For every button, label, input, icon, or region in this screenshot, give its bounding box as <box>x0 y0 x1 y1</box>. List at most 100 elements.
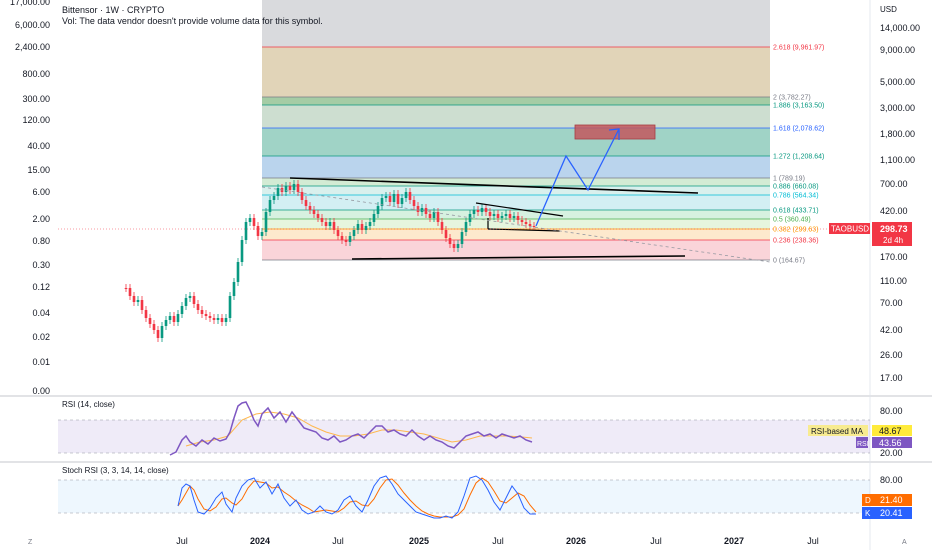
candle-body <box>496 214 500 218</box>
right-axis-label: 42.00 <box>880 325 903 335</box>
price-candles <box>124 180 536 342</box>
candle-body <box>232 282 236 296</box>
candle-body <box>448 238 452 244</box>
candle-body <box>164 320 168 326</box>
candle-body <box>516 216 520 220</box>
candle-body <box>324 222 328 226</box>
right-axis-label: 70.00 <box>880 298 903 308</box>
price-tag-symbol: TAOBUSD <box>831 225 869 234</box>
timezone-icon[interactable]: Z <box>28 539 33 546</box>
fib-zone <box>262 128 770 156</box>
candle-body <box>148 318 152 324</box>
fib-zone <box>262 47 770 97</box>
candle-body <box>456 244 460 248</box>
candle-body <box>384 196 388 198</box>
stoch-d-badge: D 21.40 <box>862 494 912 506</box>
left-axis-label: 0.80 <box>32 236 50 246</box>
candle-body <box>300 192 304 200</box>
candle-body <box>208 316 212 318</box>
candle-body <box>412 200 416 206</box>
candle-body <box>484 208 488 212</box>
candle-body <box>304 200 308 206</box>
fib-level-label: 0.236 (238.36) <box>773 238 819 245</box>
candle-body <box>128 288 132 296</box>
trendline-drawings[interactable] <box>261 124 771 263</box>
fib-level-label: 1 (789.19) <box>773 176 805 183</box>
fib-zone <box>262 219 770 229</box>
volume-note: Vol: The data vendor doesn't provide vol… <box>62 16 323 26</box>
rsi-title[interactable]: RSI (14, close) <box>62 400 115 409</box>
right-axis-label: 1,800.00 <box>880 129 915 139</box>
candle-body <box>444 230 448 238</box>
fib-level-label: 1.272 (1,208.64) <box>773 154 824 161</box>
price-tag: TAOBUSD 298.73 2d 4h <box>829 222 912 246</box>
candle-body <box>156 330 160 338</box>
stoch-d-line <box>177 477 537 518</box>
candle-body <box>328 222 332 226</box>
candle-body <box>276 188 280 196</box>
left-price-axis[interactable]: 17,000.00 6,000.00 2,400.00 800.00 300.00 120… <box>10 0 50 396</box>
fib-level-label: 0.5 (360.49) <box>773 217 811 224</box>
left-axis-label: 0.01 <box>32 357 50 367</box>
candle-body <box>296 184 300 192</box>
auto-scale-icon[interactable]: A <box>902 539 907 546</box>
candle-body <box>144 310 148 318</box>
candle-body <box>320 218 324 222</box>
candle-body <box>512 216 516 218</box>
candle-body <box>416 206 420 212</box>
target-zone-box <box>574 124 656 140</box>
time-axis-label: 2024 <box>250 536 270 546</box>
candle-body <box>480 208 484 212</box>
candle-body <box>316 214 320 218</box>
wedge-upper-trendline <box>475 202 564 217</box>
candle-body <box>356 224 360 230</box>
candle-body <box>440 222 444 230</box>
candle-body <box>268 200 272 212</box>
svg-text:48.67: 48.67 <box>879 426 902 436</box>
candle-body <box>396 194 400 204</box>
time-axis-label: 2027 <box>724 536 744 546</box>
rsi-line <box>169 401 533 456</box>
fib-level-label: 0.618 (433.71) <box>773 208 819 215</box>
candle-body <box>228 296 232 318</box>
candle-body <box>528 224 532 226</box>
candle-body <box>212 318 216 320</box>
left-axis-label: 0.12 <box>32 282 50 292</box>
time-axis[interactable]: Jul 2024 Jul 2025 Jul 2026 Jul 2027 Jul <box>176 536 819 546</box>
svg-text:D: D <box>865 496 871 505</box>
candle-body <box>152 324 156 330</box>
right-price-axis[interactable]: 14,000.00 9,000.00 5,000.00 3,000.00 1,800.0… <box>880 23 920 383</box>
price-tag-value: 298.73 <box>880 224 908 234</box>
candle-body <box>292 184 296 190</box>
candle-body <box>312 210 316 214</box>
candle-body <box>400 198 404 204</box>
candle-body <box>472 210 476 214</box>
candle-body <box>260 232 264 236</box>
candle-body <box>172 316 176 322</box>
left-axis-label: 300.00 <box>22 94 50 104</box>
rsi-ma-line <box>185 411 533 447</box>
left-axis-label: 0.00 <box>32 386 50 396</box>
rsi-value-badge: RSI 43.56 <box>856 437 912 448</box>
candle-body <box>452 244 456 248</box>
candle-body <box>248 218 252 222</box>
candle-body <box>492 214 496 216</box>
time-axis-label: Jul <box>176 536 188 546</box>
candle-body <box>404 192 408 198</box>
candle-body <box>428 214 432 218</box>
left-axis-label: 17,000.00 <box>10 0 50 7</box>
candle-body <box>380 198 384 206</box>
left-axis-label: 120.00 <box>22 115 50 125</box>
candle-body <box>176 314 180 322</box>
stoch-title[interactable]: Stoch RSI (3, 3, 14, 14, close) <box>62 466 169 475</box>
fib-level-label: 2.618 (9,961.97) <box>773 45 824 52</box>
rsi-band <box>58 420 870 453</box>
symbol-title[interactable]: Bittensor · 1W · CRYPTO <box>62 5 165 15</box>
candle-body <box>192 296 196 304</box>
candle-body <box>200 310 204 314</box>
candle-body <box>524 222 528 224</box>
left-axis-label: 40.00 <box>27 141 50 151</box>
left-axis-label: 0.02 <box>32 332 50 342</box>
candle-body <box>168 316 172 320</box>
